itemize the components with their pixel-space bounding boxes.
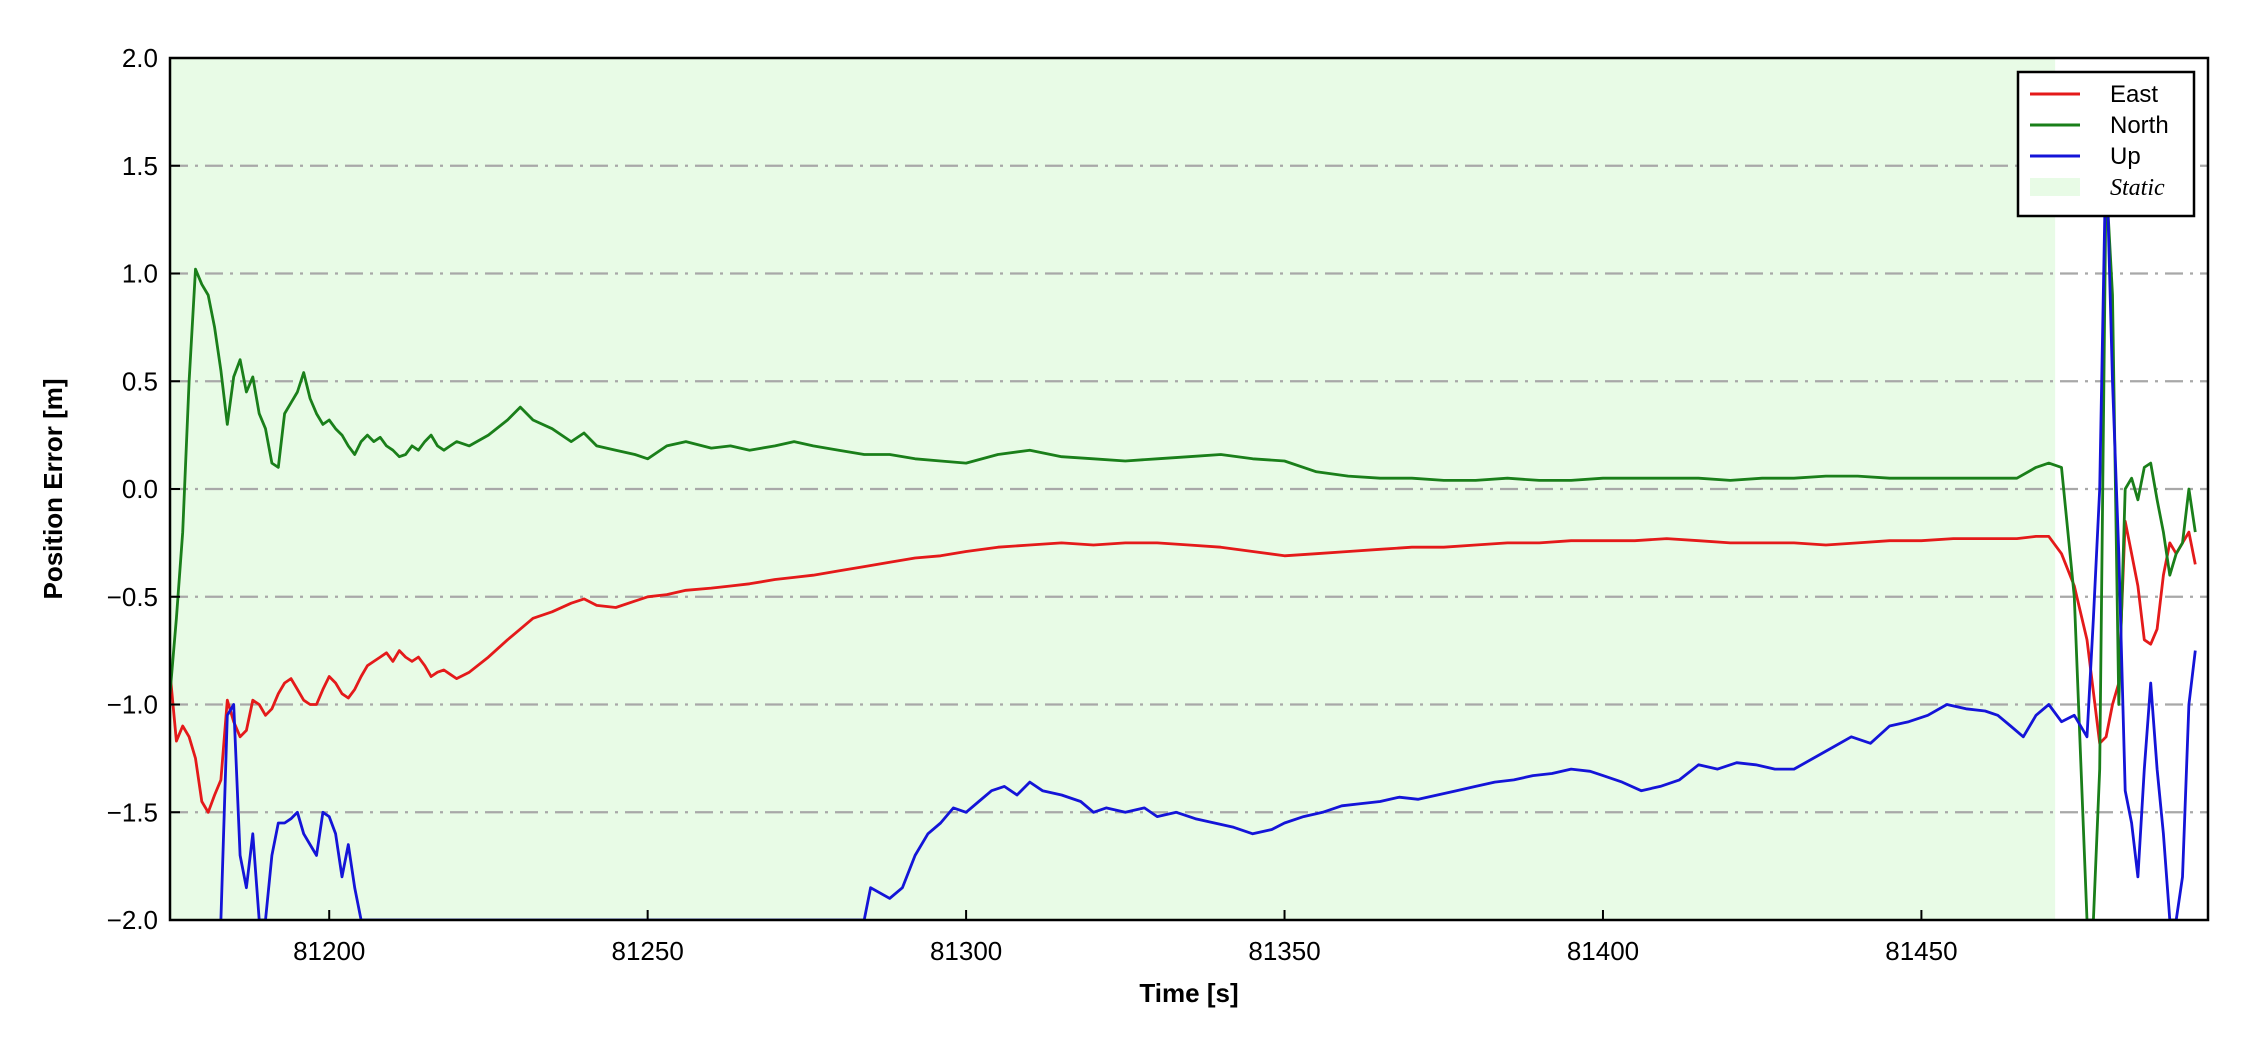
static-region	[170, 58, 2056, 920]
y-tick-label: 0.5	[122, 366, 158, 396]
legend-swatch-static	[2030, 178, 2080, 196]
series-line-north	[170, 175, 2197, 920]
x-axis-title: Time [s]	[1139, 978, 1238, 1008]
y-tick-label: −0.5	[107, 582, 158, 612]
x-tick-label: 81250	[612, 936, 684, 966]
x-tick-label: 81400	[1567, 936, 1639, 966]
legend-label-up: Up	[2110, 143, 2141, 170]
y-tick-label: −2.0	[107, 905, 158, 935]
legend-label-east: East	[2110, 81, 2158, 108]
y-tick-label: 2.0	[122, 43, 158, 73]
x-tick-label: 81200	[293, 936, 365, 966]
y-axis-title: Position Error [m]	[38, 378, 68, 599]
x-tick-label: 81450	[1885, 936, 1957, 966]
y-tick-label: −1.0	[107, 690, 158, 720]
legend-label-north: North	[2110, 112, 2169, 139]
y-tick-label: 1.0	[122, 259, 158, 289]
y-tick-label: 1.5	[122, 151, 158, 181]
x-tick-label: 81300	[930, 936, 1002, 966]
y-tick-label: −1.5	[107, 797, 158, 827]
series-line-up	[219, 142, 2197, 920]
legend-label-static: Static	[2110, 175, 2165, 201]
y-tick-label: 0.0	[122, 474, 158, 504]
series-line-east	[170, 519, 2197, 814]
x-tick-label: 81350	[1248, 936, 1320, 966]
